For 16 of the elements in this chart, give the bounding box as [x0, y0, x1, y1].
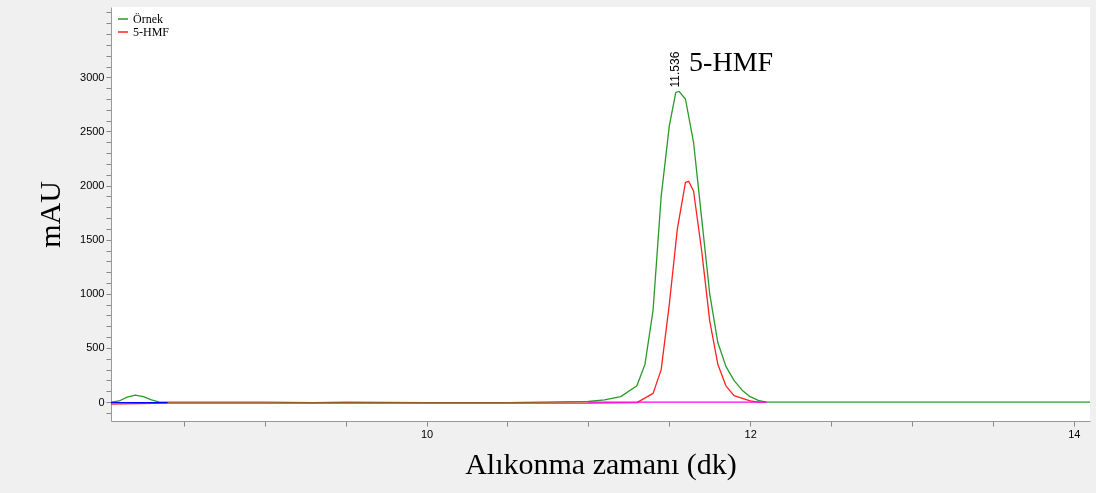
y-tick-label: 1000: [80, 287, 105, 300]
legend-label: 5-HMF: [133, 25, 170, 39]
y-tick-label: 500: [86, 341, 105, 354]
y-tick-label: 2000: [80, 179, 105, 192]
y-axis-title: mAU: [33, 180, 67, 248]
annotation: 5-HMF: [689, 46, 774, 78]
y-tick-label: 0: [98, 395, 105, 408]
annotation: 11.536: [668, 51, 683, 88]
y-tick-label: 2500: [80, 124, 105, 137]
x-tick-label: 14: [1068, 427, 1081, 440]
x-tick-label: 12: [744, 427, 757, 440]
y-tick-label: 1500: [80, 233, 105, 246]
x-axis-title: Alıkonma zamanı (dk): [465, 446, 737, 481]
legend-label: Örnek: [133, 12, 163, 26]
y-tick-label: 3000: [80, 70, 105, 83]
x-tick-label: 10: [420, 427, 434, 440]
